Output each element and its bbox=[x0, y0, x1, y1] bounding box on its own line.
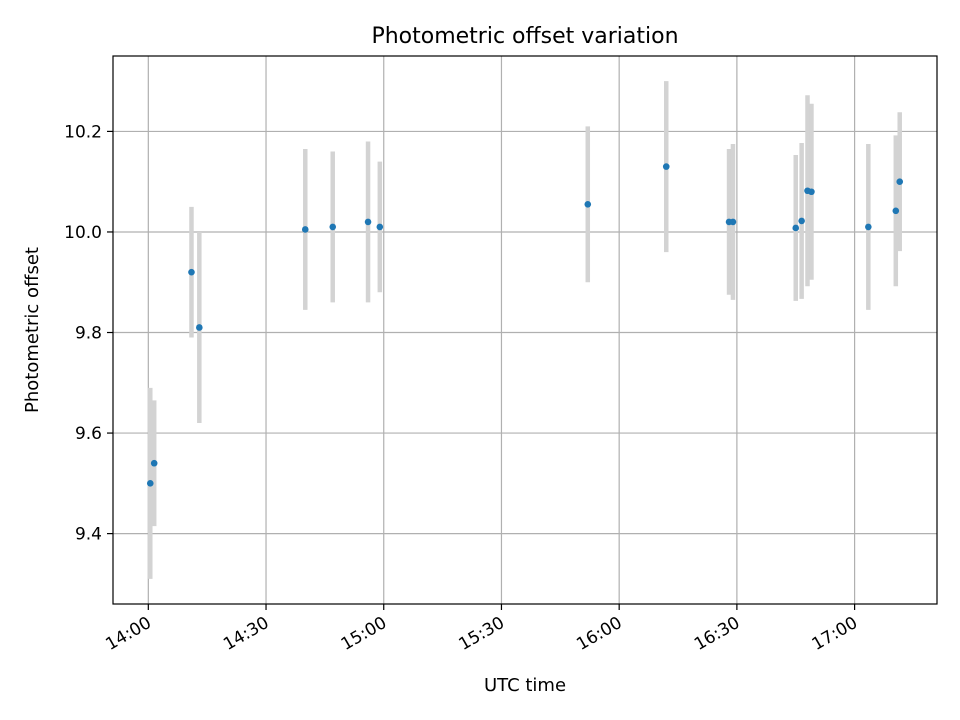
data-point bbox=[792, 224, 800, 232]
chart-title: Photometric offset variation bbox=[371, 24, 678, 49]
data-point bbox=[329, 223, 337, 231]
data-point bbox=[364, 218, 372, 226]
data-point bbox=[301, 226, 309, 233]
y-axis-label: Photometric offset bbox=[22, 247, 43, 413]
data-point bbox=[662, 163, 670, 170]
data-point bbox=[584, 201, 592, 208]
y-tick-label: 10.2 bbox=[64, 122, 102, 142]
data-point bbox=[808, 188, 815, 196]
y-tick-label: 10.0 bbox=[64, 223, 102, 243]
data-point bbox=[729, 218, 737, 226]
data-point bbox=[196, 324, 203, 331]
data-point bbox=[798, 217, 805, 225]
data-point bbox=[892, 207, 900, 215]
y-tick-label: 9.6 bbox=[75, 424, 102, 444]
data-point bbox=[865, 223, 872, 231]
grid bbox=[113, 56, 937, 604]
y-tick-label: 9.8 bbox=[75, 324, 102, 344]
axes-frame bbox=[112, 55, 938, 605]
x-axis-label: UTC time bbox=[484, 675, 566, 696]
data-point bbox=[896, 178, 904, 185]
data-points bbox=[146, 163, 904, 487]
data-point bbox=[146, 480, 154, 487]
y-tick-label: 9.4 bbox=[75, 525, 102, 545]
data-point bbox=[376, 223, 384, 231]
data-point bbox=[188, 268, 195, 276]
y-axis: 9.4 9.6 9.8 10.0 10.2 bbox=[64, 122, 113, 545]
data-point bbox=[150, 459, 158, 467]
